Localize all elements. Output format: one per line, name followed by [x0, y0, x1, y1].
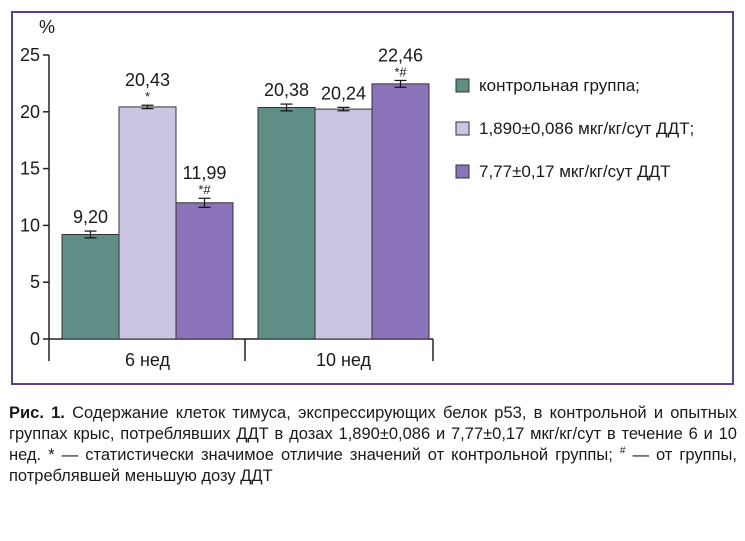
y-tick-label: 25	[20, 45, 40, 65]
x-tick-label: 10 нед	[316, 350, 372, 370]
x-tick-label: 6 нед	[125, 350, 171, 370]
legend-label: контрольная группа;	[479, 76, 640, 95]
significance-mark: *#	[394, 64, 407, 79]
bar	[61, 233, 120, 340]
caption-sup: #	[619, 445, 626, 457]
data-label: 11,99	[183, 163, 227, 183]
bar	[371, 83, 430, 340]
legend-swatch	[455, 78, 470, 93]
data-label: 22,46	[378, 45, 423, 65]
legend-swatch	[455, 164, 470, 179]
caption-text-1: Содержание клеток тимуса, экспрессирующи…	[9, 404, 738, 464]
figure-caption: Рис. 1. Содержание клеток тимуса, экспре…	[9, 403, 737, 487]
bar	[118, 106, 177, 340]
y-tick-label: 15	[20, 159, 40, 179]
caption-text-2: — от группы, потреблявшей меньшую дозу Д…	[9, 446, 737, 485]
data-label: 9,20	[73, 207, 108, 227]
significance-mark: *	[145, 89, 150, 104]
y-tick-label: 10	[20, 215, 40, 235]
legend-swatch	[455, 121, 470, 136]
caption-prefix: Рис. 1.	[9, 404, 65, 422]
data-label: 20,43	[125, 70, 170, 90]
legend-label: 7,77±0,17 мкг/кг/сут ДДТ	[479, 162, 671, 181]
legend-label: 1,890±0,086 мкг/кг/сут ДДТ;	[479, 119, 694, 138]
y-tick-label: 0	[30, 329, 40, 349]
bar	[175, 202, 234, 340]
data-label: 20,24	[321, 83, 366, 103]
bar	[314, 108, 373, 340]
y-tick-label: 5	[30, 272, 40, 292]
bar	[257, 106, 316, 340]
significance-mark: *#	[198, 182, 211, 197]
y-tick-label: 20	[20, 102, 40, 122]
y-axis-label: %	[39, 17, 55, 37]
data-label: 20,38	[264, 80, 309, 100]
